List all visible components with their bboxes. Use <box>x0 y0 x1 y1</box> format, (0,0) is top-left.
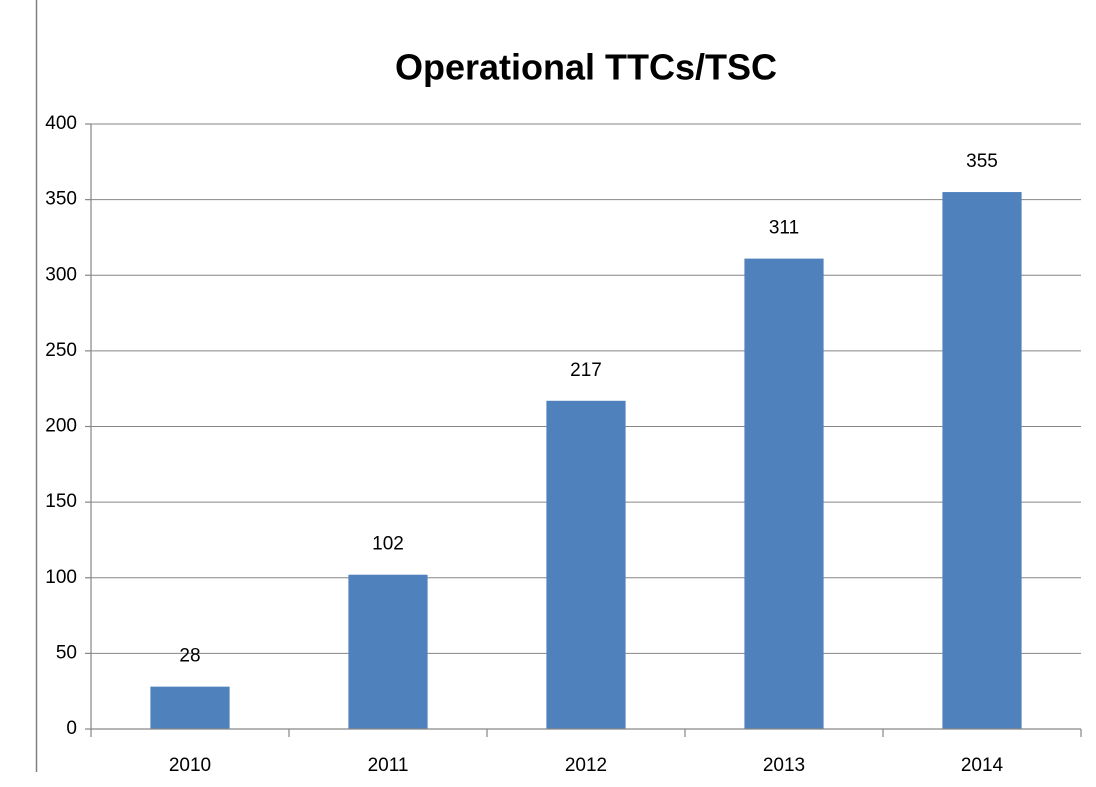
y-tick-label: 50 <box>56 642 77 663</box>
x-tick-label: 2013 <box>763 755 805 776</box>
x-tick-label: 2011 <box>368 755 409 776</box>
bar <box>348 574 428 729</box>
y-tick-label: 350 <box>45 189 77 210</box>
chart-title: Operational TTCs/TSC <box>395 47 777 88</box>
bar <box>744 258 824 729</box>
x-tick-label: 2014 <box>961 755 1004 776</box>
data-label: 311 <box>769 218 799 239</box>
data-label: 217 <box>570 360 602 381</box>
x-tick-label: 2010 <box>169 755 211 776</box>
x-tick-label: 2012 <box>565 755 607 776</box>
bar <box>546 400 626 729</box>
y-tick-label: 150 <box>45 491 77 512</box>
data-label: 102 <box>372 534 404 555</box>
y-tick-label: 200 <box>45 416 77 437</box>
y-tick-label: 250 <box>45 340 77 361</box>
y-tick-label: 300 <box>45 264 77 285</box>
y-tick-label: 0 <box>66 718 77 739</box>
bar <box>150 686 230 729</box>
data-label: 28 <box>179 646 200 667</box>
data-label: 355 <box>966 151 998 172</box>
y-tick-label: 100 <box>45 567 77 588</box>
bar <box>942 192 1022 729</box>
y-tick-label: 400 <box>45 113 77 134</box>
